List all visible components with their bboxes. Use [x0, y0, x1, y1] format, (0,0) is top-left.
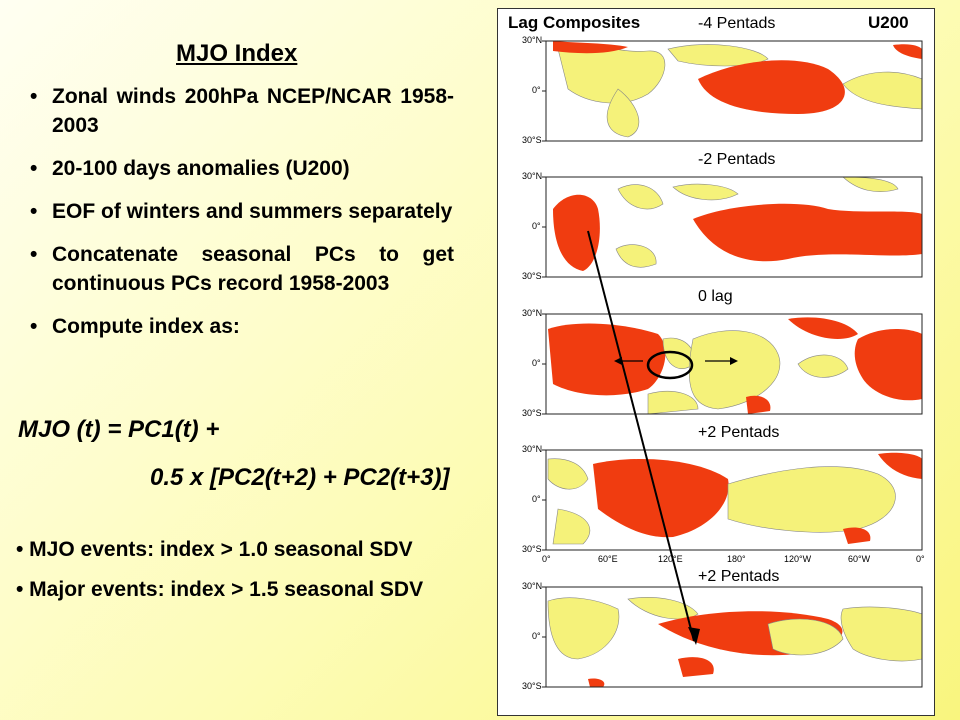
panel-label: +2 Pentads	[698, 424, 780, 441]
lat-label: 30°N	[522, 35, 543, 45]
bullet-text: Zonal winds 200hPa NCEP/NCAR 1958-2003	[52, 85, 454, 137]
lon-label: 0°	[916, 554, 925, 564]
composite-maps	[542, 40, 923, 688]
bullet-text: 20-100 days anomalies (U200)	[52, 157, 350, 180]
map-panel-plus2-b	[546, 587, 922, 687]
events-list: • MJO events: index > 1.0 seasonal SDV •…	[16, 536, 423, 616]
lat-label: 30°N	[522, 171, 543, 181]
bullet-marker: •	[30, 85, 38, 108]
lon-label: 60°W	[848, 554, 871, 564]
bullet-item: • Compute index as:	[30, 312, 454, 341]
propagation-arrowhead	[688, 627, 700, 645]
formula-line-2: 0.5 x [PC2(t+2) + PC2(t+3)]	[150, 464, 450, 491]
panel-label: +2 Pentads	[698, 568, 780, 585]
lat-label: 0°	[532, 631, 541, 641]
map-panel-0lag	[546, 314, 922, 414]
lat-label: 30°S	[522, 271, 542, 281]
lat-label: 30°S	[522, 681, 542, 691]
lat-label: 30°S	[522, 408, 542, 418]
event-item: • MJO events: index > 1.0 seasonal SDV	[16, 538, 413, 561]
lon-label: 120°E	[658, 554, 683, 564]
tick-marks	[542, 40, 546, 688]
lon-label: 60°E	[598, 554, 618, 564]
bullet-marker: •	[30, 315, 38, 338]
lat-label: 0°	[532, 494, 541, 504]
figure-heading: Lag Composites	[508, 13, 641, 32]
lat-label: 30°N	[522, 444, 543, 454]
lon-label: 120°W	[784, 554, 812, 564]
map-panel-minus4	[546, 41, 922, 141]
lat-label: 30°S	[522, 135, 542, 145]
lat-label: 30°S	[522, 544, 542, 554]
lat-label: 0°	[532, 358, 541, 368]
bullet-item: • Concatenate seasonal PCs to get continu…	[30, 240, 454, 298]
lon-label: 0°	[542, 554, 551, 564]
divergence-ellipse	[646, 350, 694, 380]
propagation-line	[587, 230, 695, 642]
map-panel-minus2	[546, 177, 922, 277]
lat-label: 30°N	[522, 308, 543, 318]
event-item: • Major events: index > 1.5 seasonal SDV	[16, 578, 424, 601]
map-panel-plus2-a	[546, 450, 922, 550]
lat-label: 0°	[532, 85, 541, 95]
bullet-item: • Zonal winds 200hPa NCEP/NCAR 1958-2003	[30, 82, 454, 140]
formula-line-1: MJO (t) = PC1(t) +	[18, 416, 220, 443]
bullet-item: • 20-100 days anomalies (U200)	[30, 154, 454, 183]
panel-label: 0 lag	[698, 288, 733, 305]
panel-label: -4 Pentads	[698, 15, 776, 32]
lon-label: 180°	[727, 554, 746, 564]
bullet-list: • Zonal winds 200hPa NCEP/NCAR 1958-2003 …	[30, 82, 454, 355]
bullet-text: Concatenate seasonal PCs to get continuo…	[52, 243, 454, 295]
panel-label: -2 Pentads	[698, 151, 776, 168]
bullet-marker: •	[30, 200, 38, 223]
variable-label: U200	[868, 13, 909, 32]
bullet-text: Compute index as:	[52, 315, 240, 338]
bullet-marker: •	[30, 157, 38, 180]
lag-composites-figure: Lag Composites U200 -4 Pentads -2 Pentad…	[497, 8, 935, 716]
lat-label: 30°N	[522, 581, 543, 591]
bullet-marker: •	[30, 243, 38, 266]
bullet-item: • EOF of winters and summers separately	[30, 197, 454, 226]
bullet-text: EOF of winters and summers separately	[52, 200, 453, 223]
lat-label: 0°	[532, 221, 541, 231]
slide-title: MJO Index	[176, 40, 298, 67]
